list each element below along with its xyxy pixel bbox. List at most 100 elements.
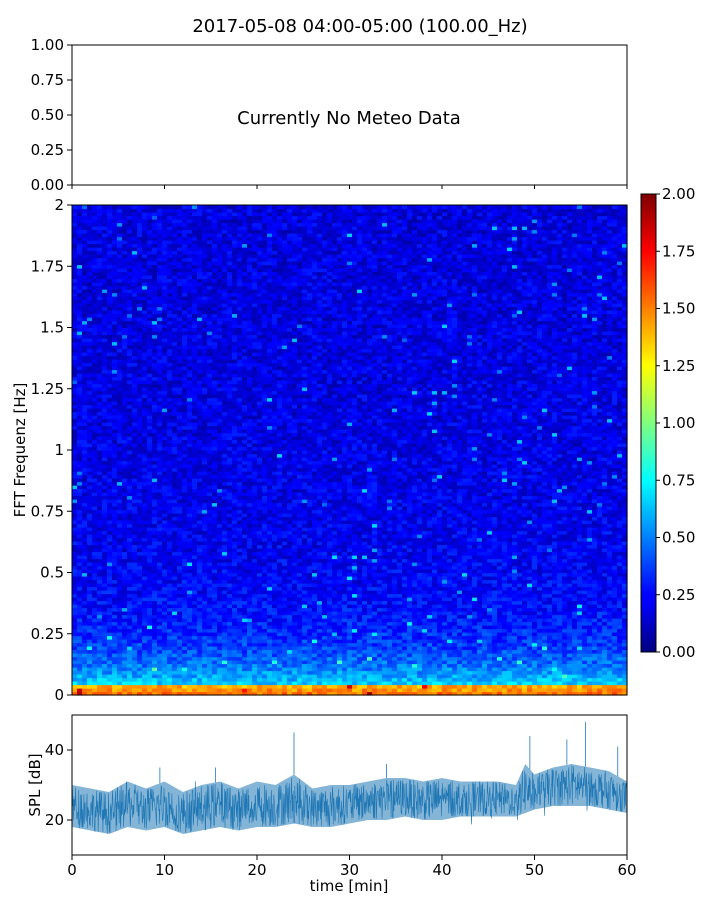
spectrogram-cell — [107, 537, 113, 542]
spectrogram-cell — [207, 639, 213, 644]
spectrogram-cell — [367, 600, 373, 605]
spectrogram-cell — [472, 639, 478, 644]
spectrogram-cell — [487, 625, 493, 630]
spectrogram-cell — [242, 656, 248, 661]
spectrogram-cell — [162, 625, 168, 630]
spectrogram-cell — [612, 628, 618, 633]
spectrogram-cell — [292, 583, 298, 588]
spectrogram-cell — [562, 586, 568, 591]
spectrogram-cell — [312, 656, 318, 661]
spectrogram-cell — [492, 565, 498, 570]
spectrogram-cell — [212, 677, 218, 682]
spectrogram-cell — [592, 688, 598, 693]
spectrogram-cell — [267, 688, 273, 693]
spectrogram-cell — [92, 614, 98, 619]
spectrogram-cell — [607, 656, 613, 661]
spectrogram-cell — [242, 670, 248, 675]
spectrogram-cell — [147, 625, 153, 630]
spectrogram-cell — [207, 663, 213, 668]
spectrogram-cell — [272, 621, 278, 626]
spectrogram-cell — [237, 667, 243, 672]
spectrogram-cell — [92, 583, 98, 588]
spectrogram-cell — [597, 562, 603, 567]
spectrogram-cell — [82, 586, 88, 591]
spectrogram-cell — [457, 593, 463, 598]
spectrogram-cell — [212, 555, 218, 560]
spectrogram-cell — [212, 681, 218, 686]
spectrogram-cell — [182, 537, 188, 542]
spectrogram-cell — [352, 660, 358, 665]
spectrogram-cell — [122, 541, 128, 546]
spectrogram-cell — [552, 681, 558, 686]
spectrogram-cell — [127, 621, 133, 626]
spectrogram-cell — [487, 614, 493, 619]
spectrogram-cell — [437, 649, 443, 654]
spectrogram-cell — [112, 663, 118, 668]
spectrogram-cell — [202, 611, 208, 616]
spectrogram-cell — [427, 562, 433, 567]
spectrogram-cell — [562, 565, 568, 570]
spectrogram-cell — [342, 646, 348, 651]
spectrogram-cell — [337, 646, 343, 651]
spectrogram-cell — [262, 618, 268, 623]
spectrogram-cell — [347, 681, 353, 686]
spectrogram-cell — [432, 537, 438, 542]
spectrogram-cell — [367, 663, 373, 668]
spectrogram-cell — [392, 681, 398, 686]
spectrogram-cell — [397, 625, 403, 630]
spectrogram-cell — [192, 639, 198, 644]
spectrogram-cell — [407, 607, 413, 612]
spectrogram-cell — [227, 618, 233, 623]
spectrogram-cell — [252, 604, 258, 609]
spectrogram-cell — [442, 579, 448, 584]
spectrogram-cell — [412, 607, 418, 612]
spectrogram-cell — [147, 541, 153, 546]
spectrogram-cell — [512, 565, 518, 570]
spectrogram-cell — [92, 537, 98, 542]
spectrogram-cell — [302, 674, 308, 679]
spectrogram-cell — [437, 632, 443, 637]
spectrogram-cell — [592, 607, 598, 612]
spectrogram-cell — [527, 558, 533, 563]
spectrogram-cell — [462, 642, 468, 647]
spectrogram-cell — [322, 642, 328, 647]
spectrogram-cell — [412, 583, 418, 588]
spectrogram-cell — [207, 562, 213, 567]
spectrogram-cell — [607, 688, 613, 693]
spectrogram-cell — [577, 639, 583, 644]
spectrogram-cell — [412, 551, 418, 556]
spectrogram-cell — [437, 537, 443, 542]
spectrogram-cell — [77, 551, 83, 556]
spectrogram-cell — [152, 544, 158, 549]
spectrogram-cell — [597, 681, 603, 686]
spectrogram-cell — [372, 572, 378, 577]
spectrogram-cell — [257, 632, 263, 637]
spectrogram-cell — [72, 551, 78, 556]
spectrogram-cell — [462, 681, 468, 686]
spectrogram-cell — [487, 576, 493, 581]
spectrogram-cell — [277, 565, 283, 570]
spectrogram-cell — [247, 562, 253, 567]
spectrogram-cell — [322, 663, 328, 668]
spectrogram-cell — [507, 691, 513, 696]
spectrogram-cell — [287, 684, 293, 689]
spectrogram-cell — [167, 688, 173, 693]
spectrogram-cell — [612, 625, 618, 630]
spectrogram-cell — [172, 663, 178, 668]
spectrogram-cell — [602, 579, 608, 584]
spectrogram-cell — [387, 677, 393, 682]
spectrogram-cell — [307, 604, 313, 609]
spectrogram-cell — [547, 618, 553, 623]
spectrogram-cell — [117, 670, 123, 675]
spectrogram-cell — [197, 660, 203, 665]
spectrogram-cell — [377, 576, 383, 581]
spectrogram-cell — [337, 562, 343, 567]
spectrogram-cell — [522, 670, 528, 675]
spectrogram-cell — [317, 625, 323, 630]
spectrogram-cell — [437, 660, 443, 665]
spectrogram-cell — [117, 544, 123, 549]
spectrogram-cell — [422, 632, 428, 637]
spectrogram-cell — [427, 604, 433, 609]
spectrogram-cell — [352, 555, 358, 560]
spectrogram-cell — [372, 551, 378, 556]
